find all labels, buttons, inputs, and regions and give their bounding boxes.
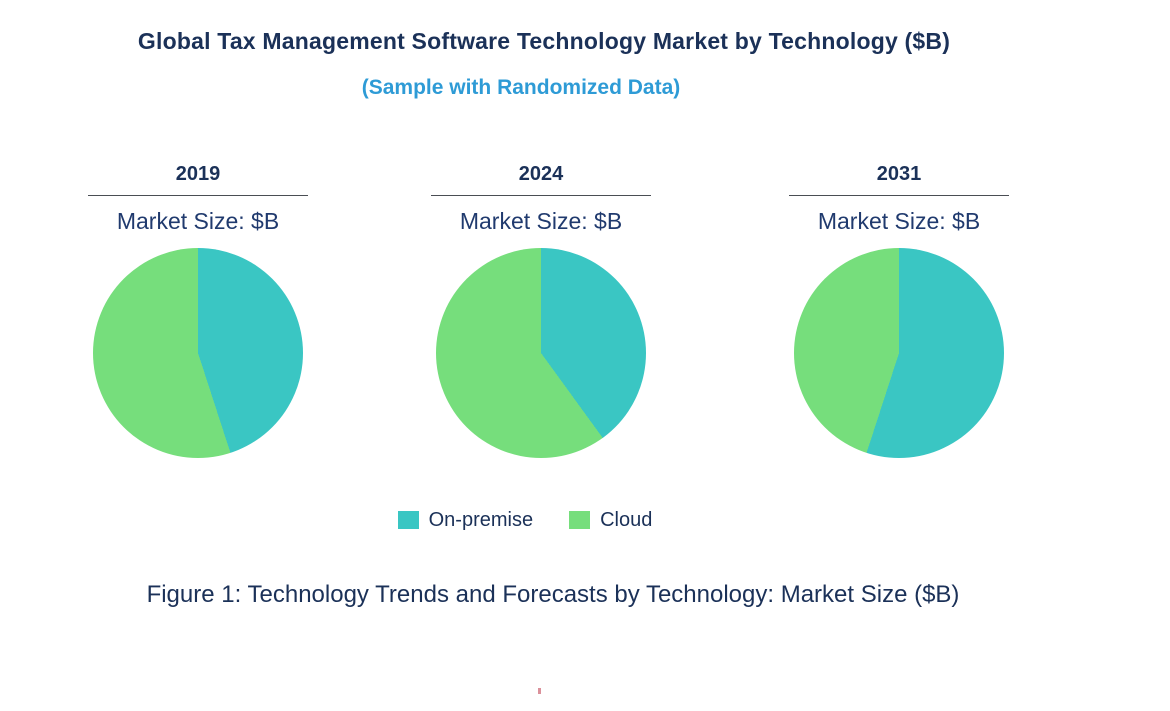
pie-chart-2024 [436,248,646,458]
year-label-2024: 2024 [518,163,564,185]
legend: On-premise Cloud [0,508,1050,532]
legend-label-cloud: Cloud [600,509,653,531]
chart-column-2019: 2019 Market Size: $B [38,162,358,458]
chart-column-2024: 2024 Market Size: $B [381,162,701,458]
page-subtitle: (Sample with Randomized Data) [361,76,681,99]
figure-caption: Figure 1: Technology Trends and Forecast… [146,581,960,608]
pie-chart-2031 [794,248,1004,458]
cloud-swatch-icon [569,511,591,529]
year-underline [431,195,651,196]
legend-item-cloud: Cloud [569,508,652,532]
legend-item-on-premise: On-premise [397,508,534,532]
pie-chart-2019 [93,248,303,458]
year-label-2031: 2031 [876,163,922,185]
page-title: Global Tax Management Software Technolog… [137,28,951,54]
on-premise-swatch-icon [397,511,419,529]
year-underline [88,195,308,196]
chart-column-2031: 2031 Market Size: $B [739,162,1059,458]
year-underline [789,195,1009,196]
market-size-label: Market Size: $B [817,208,981,234]
market-size-label: Market Size: $B [459,208,623,234]
year-label-2019: 2019 [175,163,221,185]
artifact-dot [538,688,541,694]
market-size-label: Market Size: $B [116,208,280,234]
legend-label-on-premise: On-premise [428,509,534,531]
